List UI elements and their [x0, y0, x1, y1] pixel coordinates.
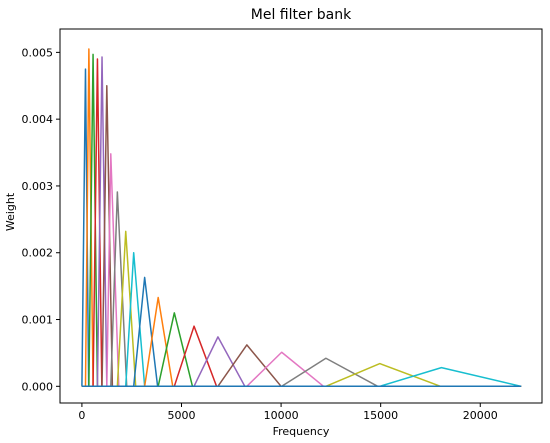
filter-line-7 — [81, 153, 522, 388]
y-tick-label: 0.000 — [22, 380, 54, 393]
plot-frame — [59, 28, 543, 404]
y-tick-label: 0.004 — [22, 113, 54, 126]
y-tick-label: 0.001 — [22, 314, 54, 327]
x-tick-label: 5000 — [167, 409, 195, 422]
x-tick-label: 15000 — [363, 409, 398, 422]
y-tick-label: 0.003 — [22, 180, 54, 193]
y-axis-label: Weight — [4, 192, 17, 231]
x-tick-label: 10000 — [264, 409, 299, 422]
filter-line-1 — [81, 68, 522, 388]
x-tick-label: 20000 — [463, 409, 498, 422]
series-layer — [81, 48, 522, 388]
x-axis-label: Frequency — [273, 425, 330, 438]
y-tick-label: 0.002 — [22, 247, 54, 260]
filter-line-8 — [81, 191, 522, 388]
chart-title: Mel filter bank — [251, 7, 352, 23]
axes-layer: 0 5000 10000 15000 20000 0.000 0.001 0.002 0.003… — [22, 28, 543, 422]
filter-line-6 — [81, 85, 522, 388]
filter-line-2 — [81, 48, 522, 388]
x-tick-label: 0 — [78, 409, 85, 422]
filter-line-4 — [81, 58, 522, 388]
filter-line-13 — [81, 312, 522, 388]
filter-line-3 — [81, 53, 522, 388]
y-tick-label: 0.005 — [22, 46, 54, 59]
filter-line-5 — [81, 56, 522, 388]
filter-line-14 — [81, 325, 522, 388]
